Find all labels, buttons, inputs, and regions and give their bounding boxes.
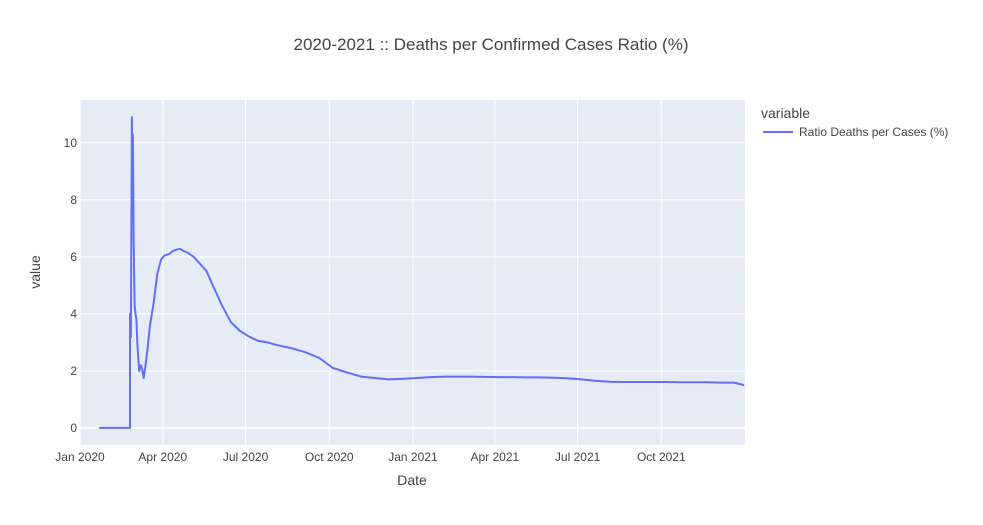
series-layer	[99, 116, 745, 429]
y-tick-label: 6	[70, 250, 77, 264]
chart-title: 2020-2021 :: Deaths per Confirmed Cases …	[294, 35, 689, 54]
x-tick-label: Apr 2020	[138, 450, 187, 464]
y-tick-label: 0	[70, 421, 77, 435]
legend-title: variable	[761, 105, 810, 121]
x-tick-label: Jul 2020	[223, 450, 269, 464]
legend-item-label: Ratio Deaths per Cases (%)	[799, 125, 948, 139]
grid-lines	[79, 100, 745, 445]
x-tick-label: Jan 2021	[388, 450, 438, 464]
y-tick-label: 8	[70, 193, 77, 207]
legend-items: Ratio Deaths per Cases (%)	[763, 125, 948, 139]
x-axis-ticks: Jan 2020 Apr 2020 Jul 2020 Oct 2020 Jan 2021…	[55, 450, 686, 464]
x-tick-label: Jan 2020	[55, 450, 105, 464]
x-tick-label: Oct 2021	[637, 450, 686, 464]
y-tick-label: 2	[70, 364, 77, 378]
y-axis-ticks: 0 2 4 6 8 10	[64, 136, 78, 435]
x-tick-label: Oct 2020	[305, 450, 354, 464]
legend[interactable]: variable Ratio Deaths per Cases (%)	[761, 105, 948, 139]
series-line	[99, 116, 745, 429]
y-tick-label: 10	[64, 136, 78, 150]
x-tick-label: Jul 2021	[555, 450, 601, 464]
y-tick-label: 4	[70, 307, 77, 321]
x-tick-label: Apr 2021	[470, 450, 519, 464]
x-axis-title: Date	[397, 472, 427, 488]
y-axis-title: value	[27, 255, 43, 289]
